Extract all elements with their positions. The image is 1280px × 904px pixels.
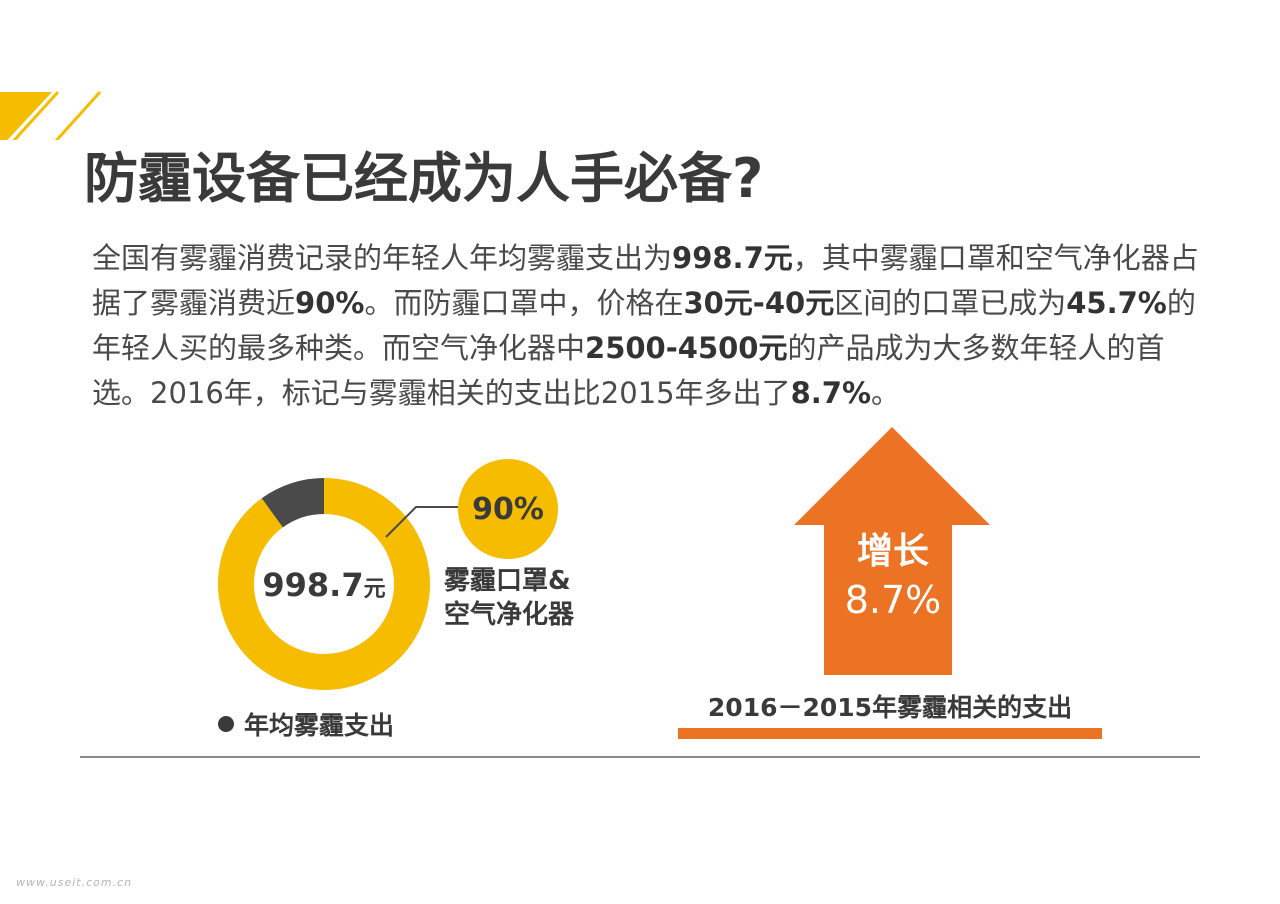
- donut-center-value: 998.7元: [234, 566, 414, 604]
- donut-slice-1: [261, 478, 324, 528]
- donut-legend: 年均雾霾支出: [218, 706, 394, 742]
- intro-highlight-2: 90%: [295, 286, 365, 320]
- donut-center-unit: 元: [363, 577, 386, 602]
- segment-label-line1: 雾霾口罩&: [444, 566, 571, 596]
- legend-label: 年均雾霾支出: [244, 711, 395, 740]
- caption-underline-bar: [678, 728, 1102, 739]
- section-divider: [80, 756, 1200, 758]
- corner-stripes-decoration: [0, 90, 102, 140]
- callout-leader-line: [385, 506, 458, 538]
- donut-center-number: 998.7: [262, 566, 364, 604]
- intro-highlight-3: 30元-40元: [683, 286, 835, 320]
- growth-caption: 2016－2015年雾霾相关的支出: [707, 693, 1073, 722]
- intro-highlight-1: 998.7元: [672, 241, 793, 275]
- segment-label-line2: 空气净化器: [444, 600, 575, 630]
- intro-paragraph: 全国有雾霾消费记录的年轻人年均雾霾支出为998.7元，其中雾霾口罩和空气净化器占…: [92, 236, 1212, 416]
- donut-chart: [218, 478, 430, 690]
- intro-highlight-6: 8.7%: [790, 376, 872, 410]
- segment-label: 雾霾口罩& 空气净化器: [444, 564, 624, 632]
- intro-highlight-5: 2500-4500元: [585, 331, 788, 365]
- intro-text-3: 。而防霾口罩中，价格在: [364, 286, 684, 320]
- donut-slice-0: [218, 478, 430, 690]
- legend-dot-icon: [218, 716, 234, 732]
- growth-arrow-label: 增长 8.7%: [818, 528, 968, 624]
- intro-text-7: 。: [871, 376, 901, 410]
- growth-arrow: [794, 427, 990, 675]
- callout-percent-badge: 90%: [458, 459, 558, 559]
- growth-arrow-shape: [794, 427, 990, 675]
- growth-value: 8.7%: [844, 578, 942, 622]
- intro-text-1: 全国有雾霾消费记录的年轻人年均雾霾支出为: [92, 241, 673, 275]
- watermark: www.useit.com.cn: [16, 876, 133, 889]
- intro-text-4: 区间的口罩已成为: [834, 286, 1067, 320]
- intro-highlight-4: 45.7%: [1066, 286, 1167, 320]
- growth-label: 增长: [856, 531, 929, 572]
- intro-text-2: ，其中雾霾口罩和空气净化器占据了雾霾消费近: [92, 241, 1199, 320]
- intro-text-6: 的产品成为大多数年轻人的首选。2016年，标记与雾霾相关的支出比2015年多出了: [92, 331, 1165, 410]
- page-title: 防霾设备已经成为人手必备?: [84, 147, 764, 210]
- intro-text-5: 的年轻人买的最多种类。而空气净化器中: [92, 286, 1196, 365]
